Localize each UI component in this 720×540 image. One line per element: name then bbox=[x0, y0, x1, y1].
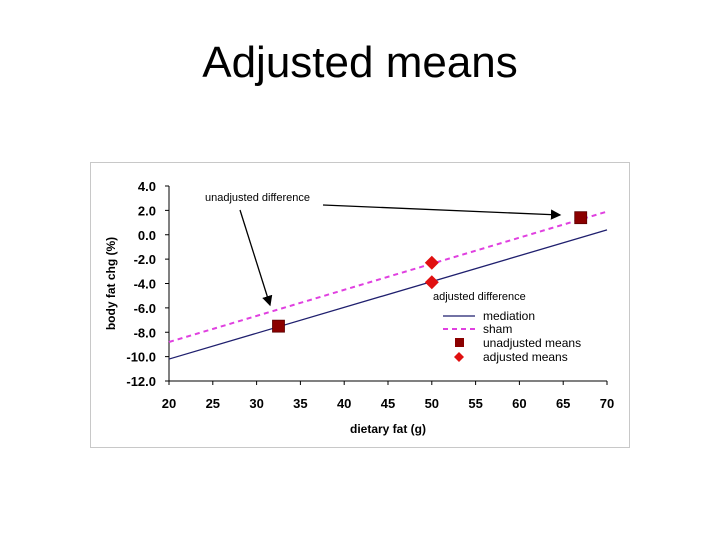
x-tick-label: 35 bbox=[293, 396, 307, 411]
legend-swatch-unadjusted-means bbox=[455, 338, 464, 347]
chart-axes: 4.0 2.0 0.0 -2.0 -4.0 -6.0 -8.0 -10.0 -12.0 20 25 3… bbox=[126, 179, 614, 411]
point-unadjusted-means bbox=[574, 211, 588, 225]
y-tick-label: -4.0 bbox=[134, 277, 156, 292]
x-tick-label: 25 bbox=[206, 396, 220, 411]
series-line-sham bbox=[168, 210, 608, 343]
annotation-unadjusted-difference: unadjusted difference bbox=[205, 192, 310, 204]
chart-series bbox=[168, 210, 608, 360]
y-tick-label: -8.0 bbox=[134, 325, 156, 340]
point-adjusted-means bbox=[424, 275, 439, 290]
point-adjusted-means bbox=[424, 255, 439, 270]
chart-frame bbox=[90, 162, 630, 448]
y-tick-label: -6.0 bbox=[134, 301, 156, 316]
legend-label: adjusted means bbox=[483, 350, 568, 364]
chart-annotations: unadjusted difference adjusted differenc… bbox=[205, 192, 562, 307]
arrow-to-sham-line bbox=[239, 209, 273, 307]
x-tick-label: 45 bbox=[381, 396, 395, 411]
legend-label: sham bbox=[483, 322, 512, 336]
legend-label: unadjusted means bbox=[483, 336, 581, 350]
y-tick-label: 4.0 bbox=[138, 179, 156, 194]
chart-markers bbox=[272, 211, 588, 333]
x-tick-label: 70 bbox=[600, 396, 614, 411]
x-tick-label: 60 bbox=[512, 396, 526, 411]
y-tick-label: -2.0 bbox=[134, 252, 156, 267]
series-line-mediation bbox=[168, 229, 608, 360]
x-tick-label: 20 bbox=[162, 396, 176, 411]
y-tick-label: -12.0 bbox=[126, 374, 156, 389]
y-axis-label: body fat chg (%) bbox=[104, 237, 118, 330]
y-tick-label: -10.0 bbox=[126, 350, 156, 365]
x-tick-label: 30 bbox=[249, 396, 263, 411]
point-unadjusted-means bbox=[272, 319, 285, 333]
arrow-to-unadjusted-point bbox=[322, 204, 562, 220]
y-tick-label: 0.0 bbox=[138, 228, 156, 243]
legend-label: mediation bbox=[483, 309, 535, 323]
annotation-adjusted-difference: adjusted difference bbox=[433, 291, 526, 303]
slide-title: Adjusted means bbox=[202, 38, 518, 87]
y-tick-label: 2.0 bbox=[138, 203, 156, 218]
x-tick-label: 40 bbox=[337, 396, 351, 411]
legend-swatch-adjusted-means bbox=[454, 352, 464, 362]
x-tick-label: 50 bbox=[425, 396, 439, 411]
x-tick-label: 55 bbox=[468, 396, 482, 411]
x-tick-label: 65 bbox=[556, 396, 570, 411]
x-axis-label: dietary fat (g) bbox=[350, 422, 426, 436]
